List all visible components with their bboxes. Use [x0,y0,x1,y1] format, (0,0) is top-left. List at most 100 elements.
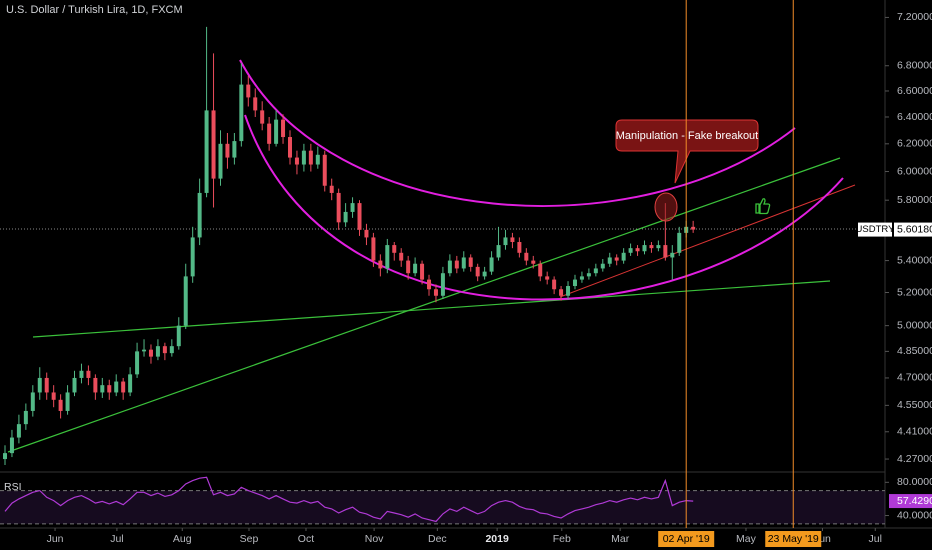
candle-body [267,123,272,144]
candle-body [378,260,383,269]
candle-body [454,260,459,269]
candle-body [482,271,487,277]
candle-body [406,260,411,274]
callout: Manipulation - Fake breakout [615,119,771,222]
candle-body [79,370,84,378]
x-tick-label: May [736,533,757,545]
y-tick-label: 6.80000 [897,60,932,72]
candle-body [114,381,119,393]
candle-body [552,279,557,290]
candle-body [239,84,244,142]
x-tick-label: Sep [240,533,259,545]
candle-body [162,346,167,354]
candle-body [496,245,501,258]
y-tick-label: 5.00000 [897,319,932,331]
arc-upper [239,59,796,207]
candle-body [385,245,390,269]
candle-body [246,84,251,98]
rsi-line [4,476,694,523]
symbol-label: USDTRY [856,224,896,235]
candle-body [135,351,140,375]
candle-body [566,286,571,296]
candle-body [489,257,494,272]
candle-body [649,245,654,249]
axes: 7.20000 6.80000 6.60000 6.40000 6.20000 6.000… [47,0,932,547]
candle-body [413,263,418,274]
candle-body [677,232,682,253]
y-tick-label: 4.27000 [897,453,932,465]
candle-body [420,263,425,280]
x-tick-label: Feb [553,533,571,545]
candle-body [447,260,452,274]
candle-body [600,263,605,269]
candle-body [86,370,91,378]
y-tick-label: 6.40000 [897,111,932,123]
candle-body [253,97,258,111]
rsi-last-box [889,494,932,509]
candle-body [433,289,438,296]
trend-line [7,157,841,453]
rsi-band [0,490,885,524]
y-tick-label: 4.70000 [897,372,932,384]
y-tick-label: 5.80000 [897,194,932,206]
trend-line [32,280,831,338]
candle-body [301,150,306,165]
x-tick-label: 2019 [485,533,509,545]
candle-body [204,110,209,193]
candle-body [336,192,341,223]
date-label: 23 May '19 [768,533,819,545]
candle-body [72,377,77,393]
x-tick-label: Jul [869,533,882,545]
rsi-title: RSI [4,481,22,493]
candle-body [427,279,432,290]
y-tick-label: 4.85000 [897,345,932,357]
candle-body [656,245,661,249]
trend-line [559,184,856,298]
y-tick-label: 6.20000 [897,138,932,150]
symbol-box [858,222,892,237]
candle-body [16,424,21,438]
candle-body [440,273,445,296]
candle-body [461,257,466,269]
date-box [765,531,822,547]
y-tick-label: 5.40000 [897,254,932,266]
candle-body [329,185,334,193]
candle-body [670,252,675,258]
candle-body [148,349,153,357]
candle-body [593,268,598,274]
annotation: Manipulation - Fake breakout [616,130,758,142]
x-tick-label: Jun [47,533,64,545]
last-price-label: 5.60180 [897,223,932,235]
candle-body [691,226,696,230]
x-tick-label: Mar [611,533,630,545]
candle-body [260,110,265,124]
candle-body [350,203,355,212]
callout-box [615,119,759,184]
candle-body [93,377,98,393]
candle-body [128,374,133,393]
x-tick-label: Jul [110,533,123,545]
candle-body [628,248,633,253]
thumbs-up-icon [755,198,771,215]
highlight-ellipse [654,192,678,222]
candle-body [142,349,147,352]
candle-body [399,252,404,261]
candle-body [392,245,397,253]
candle-body [642,245,647,252]
candle-body [155,346,160,357]
candle-body [308,150,313,165]
candle-body [51,392,56,400]
x-tick-label: Aug [173,533,192,545]
candle-body [579,276,584,280]
rsi-last-label: 57.4290 [897,495,932,507]
candle-body [183,276,188,326]
candle-body [545,276,550,280]
candle-body [503,237,508,246]
date-box [658,531,715,547]
candle-body [572,279,577,287]
candle-body [614,257,619,261]
candle-body [37,377,42,393]
candle-body [44,377,49,393]
